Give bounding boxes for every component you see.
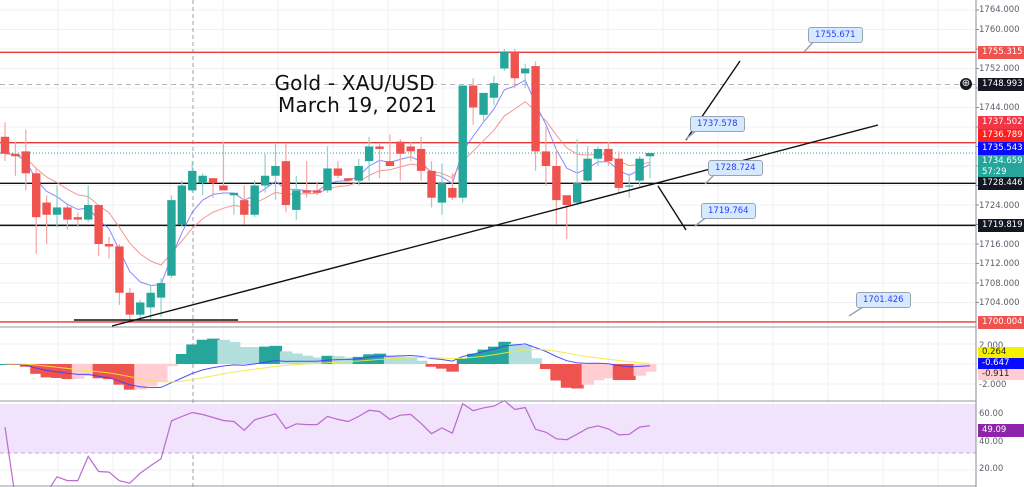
price-tag-resistance-top: 1755.315: [978, 46, 1024, 59]
price-tick: 1760.000: [979, 25, 1020, 35]
price-tag-support-bottom: 1700.004: [978, 316, 1024, 329]
price-tick: 1724.000: [979, 201, 1020, 211]
chart-title: Gold - XAU/USD March 19, 2021: [272, 72, 437, 116]
price-tag-support-2: 1719.819: [978, 219, 1024, 232]
price-tag-ma-fast: 1735.543: [978, 142, 1024, 155]
price-tick: 1716.000: [979, 240, 1020, 250]
rsi-tick: 20.00: [979, 464, 1004, 474]
rsi-tick: 40.00: [979, 437, 1004, 447]
horizontal-levels[interactable]: [0, 51, 976, 323]
macd-tick: -2.000: [979, 380, 1007, 390]
price-tick: 1708.000: [979, 279, 1020, 289]
callout-label[interactable]: 1728.724: [708, 160, 763, 176]
price-tick: 1744.000: [979, 103, 1020, 113]
callout-label[interactable]: 1719.764: [701, 203, 756, 219]
callout-label[interactable]: 1701.426: [856, 292, 911, 308]
price-tag-resistance-mid: 1736.789: [978, 129, 1024, 142]
pane-separators: [0, 0, 979, 487]
crosshair-price-tag: 1748.993: [978, 78, 1024, 91]
last-price: 1734.659: [982, 156, 1023, 166]
title-line-1: Gold - XAU/USD: [274, 71, 435, 95]
price-tag-ma-slow: 1737.502: [978, 116, 1024, 129]
add-alert-icon[interactable]: ⊕: [960, 78, 972, 90]
price-tag-support-1: 1728.446: [978, 177, 1024, 190]
macd-tick: 2.000: [979, 341, 1004, 351]
price-tick: 1712.000: [979, 259, 1020, 269]
bar-countdown: 57:29: [982, 167, 1007, 177]
rsi-tick: 60.00: [979, 409, 1004, 419]
price-tick: 1704.000: [979, 298, 1020, 308]
candlesticks: [0, 49, 655, 322]
macd-line-tag: -0.647: [978, 358, 1024, 369]
price-tick: 1764.000: [979, 5, 1020, 15]
macd-histogram-tag: -0.911: [978, 369, 1024, 380]
rsi-indicator: [4, 399, 651, 487]
title-line-2: March 19, 2021: [278, 93, 438, 117]
price-tick: 1752.000: [979, 64, 1020, 74]
rsi-band: [0, 404, 976, 454]
callout-label[interactable]: 1755.671: [808, 27, 863, 43]
last-price-tag: 1734.659 57:29: [978, 155, 1024, 178]
callout-label[interactable]: 1737.578: [690, 116, 745, 132]
macd-indicator: [0, 338, 657, 390]
rsi-value-tag: 49.09: [978, 424, 1024, 437]
macd-signal-tag: 0.264: [978, 347, 1024, 358]
